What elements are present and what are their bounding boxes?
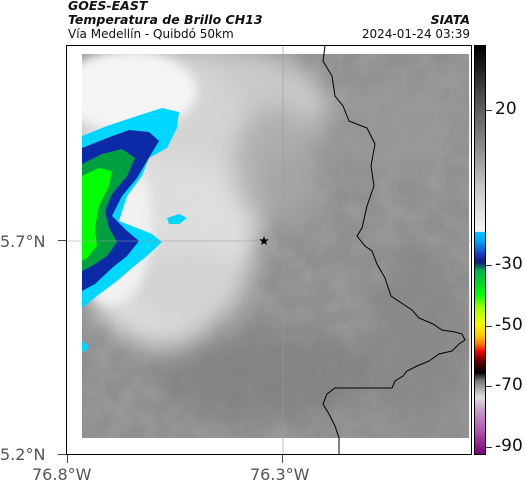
- lon-label: 76.3°W: [250, 465, 310, 484]
- colorbar-tick: [486, 265, 492, 266]
- colorbar-tick: [486, 447, 492, 448]
- lon-tick: [67, 455, 68, 463]
- boundary-line: [322, 46, 466, 454]
- colorbar-tick: [486, 326, 492, 327]
- convective-cloud: [82, 108, 187, 352]
- area-subtitle: Vía Medellín - Quibdó 50km: [68, 27, 234, 41]
- colorbar-label: -70: [495, 375, 523, 395]
- lat-label: 5.2°N: [0, 445, 46, 464]
- colorbar-label: -50: [495, 315, 523, 335]
- product-title: Temperatura de Brillo CH13: [68, 12, 263, 27]
- colorbar-tick: [486, 386, 492, 387]
- lon-tick: [282, 455, 283, 463]
- colorbar: [474, 45, 486, 455]
- lat-tick: [58, 454, 66, 455]
- satellite-label: GOES-EAST: [68, 0, 148, 13]
- colorbar-label: -30: [495, 254, 523, 274]
- source-label: SIATA: [430, 12, 470, 27]
- lat-tick: [58, 240, 66, 241]
- lon-label: 76.8°W: [32, 465, 92, 484]
- colorbar-label: -90: [495, 436, 523, 456]
- lat-label: 5.7°N: [0, 232, 46, 251]
- star-icon: [259, 236, 269, 245]
- colorbar-label: 20: [495, 99, 517, 119]
- colorbar-tick: [486, 110, 492, 111]
- satellite-map[interactable]: [66, 45, 472, 455]
- datetime-label: 2024-01-24 03:39: [361, 27, 470, 41]
